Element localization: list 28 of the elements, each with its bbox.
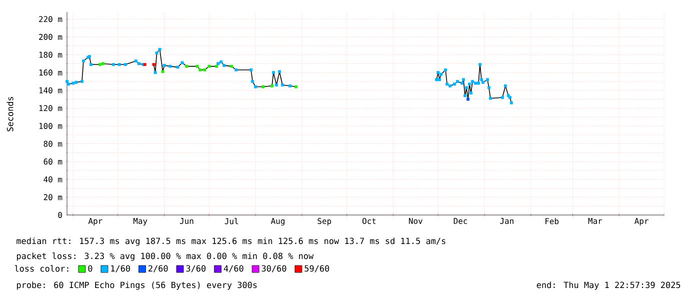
point	[262, 85, 265, 88]
point	[230, 64, 234, 68]
point	[203, 68, 206, 72]
point	[198, 68, 202, 72]
point	[152, 63, 156, 66]
text: probe: 60 ICMP Echo Pings (56 Bytes) every 300s	[16, 282, 257, 290]
point	[294, 85, 298, 88]
point	[98, 63, 102, 66]
point	[208, 64, 211, 68]
text: median rtt: 157.3 ms avg 187.5 ms max 125.6 ms min 125.6 ms now 13.7 ms sd 11.5 am/s	[16, 238, 446, 246]
legend-label: 2/60	[148, 265, 168, 272]
text: end: Thu May 1 22:57:39 2025	[536, 282, 680, 290]
point	[101, 62, 104, 66]
legend-label: 59/60	[304, 265, 330, 272]
point	[161, 70, 164, 74]
point	[215, 64, 218, 68]
point	[270, 84, 274, 88]
point	[185, 64, 188, 68]
legend-label: 3/60	[186, 265, 206, 272]
point	[466, 98, 470, 101]
y-axis-title: Seconds	[6, 96, 14, 132]
legend-label: 30/60	[262, 265, 286, 272]
legend-label: 1/60	[111, 265, 130, 272]
text: packet loss: 3.23 % avg 100.00 % max 0.00 % min 0.08 % now	[16, 252, 314, 261]
point	[196, 64, 199, 68]
legend-title: loss color:	[14, 265, 68, 272]
legend-label: 4/60	[224, 265, 244, 272]
legend-label: 0	[88, 265, 92, 272]
